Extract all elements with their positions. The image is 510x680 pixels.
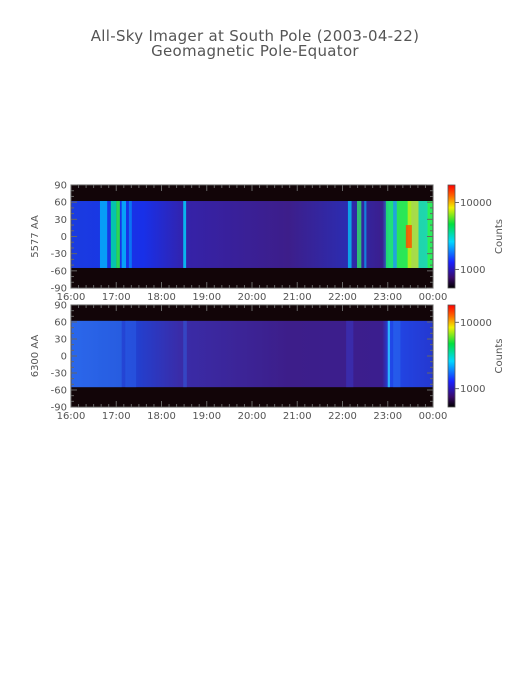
- y-tick-label: 0: [61, 352, 67, 363]
- x-tick-label: 21:00: [283, 292, 312, 303]
- colorbar-tick-label: 10000: [460, 318, 492, 329]
- emission-streak: [116, 201, 120, 268]
- emission-streak: [418, 201, 430, 268]
- emission-streak: [407, 201, 419, 268]
- y-tick-label: 0: [61, 232, 67, 243]
- emission-streak: [110, 201, 117, 268]
- chart-subtitle: Geomagnetic Pole-Equator: [151, 42, 359, 60]
- colorbar: [447, 184, 456, 289]
- colorbar-tick-label: 1000: [460, 265, 485, 276]
- emission-streak: [356, 201, 362, 268]
- x-tick-label: 18:00: [147, 292, 176, 303]
- x-tick-label: 17:00: [102, 292, 131, 303]
- x-tick-label: 16:00: [57, 292, 86, 303]
- y-tick-label: 90: [54, 301, 67, 312]
- emission-streak: [387, 320, 390, 388]
- chart-title: All-Sky Imager at South Pole (2003-04-22…: [90, 27, 420, 45]
- x-tick-label: 19:00: [192, 411, 221, 422]
- x-tick-label: 23:00: [373, 411, 402, 422]
- x-tick-label: 20:00: [238, 292, 267, 303]
- emission-streak: [183, 320, 187, 388]
- emission-streak: [125, 320, 137, 388]
- y-axis-label: 6300 AA: [30, 335, 41, 378]
- y-axis-label: 5577 AA: [30, 215, 41, 258]
- y-tick-label: -30: [51, 369, 67, 380]
- colorbar: [447, 304, 456, 408]
- emission-streak: [364, 201, 367, 268]
- y-tick-label: 60: [54, 318, 67, 329]
- x-tick-label: 22:00: [328, 292, 357, 303]
- x-tick-label: 23:00: [373, 292, 402, 303]
- emission-streak: [121, 201, 127, 268]
- x-tick-label: 16:00: [57, 411, 86, 422]
- colorbar-label: Counts: [494, 339, 505, 374]
- emission-peak: [405, 225, 412, 248]
- y-tick-label: -60: [51, 386, 67, 397]
- x-tick-label: 20:00: [238, 411, 267, 422]
- x-tick-label: 00:00: [419, 292, 448, 303]
- emission-streak: [347, 201, 352, 268]
- y-tick-label: -90: [51, 284, 67, 295]
- emission-streak: [128, 201, 132, 268]
- y-tick-label: -60: [51, 266, 67, 277]
- emission-streak: [346, 320, 354, 388]
- x-tick-label: 18:00: [147, 411, 176, 422]
- emission-streak: [427, 201, 433, 268]
- y-tick-label: 30: [54, 215, 67, 226]
- y-tick-label: -90: [51, 403, 67, 414]
- colorbar-tick-label: 1000: [460, 384, 485, 395]
- x-tick-label: 21:00: [283, 411, 312, 422]
- emission-streak: [393, 320, 401, 388]
- y-tick-label: 90: [54, 181, 67, 192]
- y-tick-label: -30: [51, 249, 67, 260]
- colorbar-label: Counts: [494, 219, 505, 254]
- emission-streak: [385, 201, 394, 268]
- y-tick-label: 30: [54, 335, 67, 346]
- emission-streak: [71, 320, 122, 388]
- colorbar-tick-label: 10000: [460, 198, 492, 209]
- emission-streak: [99, 201, 108, 268]
- x-tick-label: 17:00: [102, 411, 131, 422]
- emission-streak: [183, 201, 187, 268]
- x-tick-label: 22:00: [328, 411, 357, 422]
- y-tick-label: 60: [54, 198, 67, 209]
- x-tick-label: 00:00: [419, 411, 448, 422]
- x-tick-label: 19:00: [192, 292, 221, 303]
